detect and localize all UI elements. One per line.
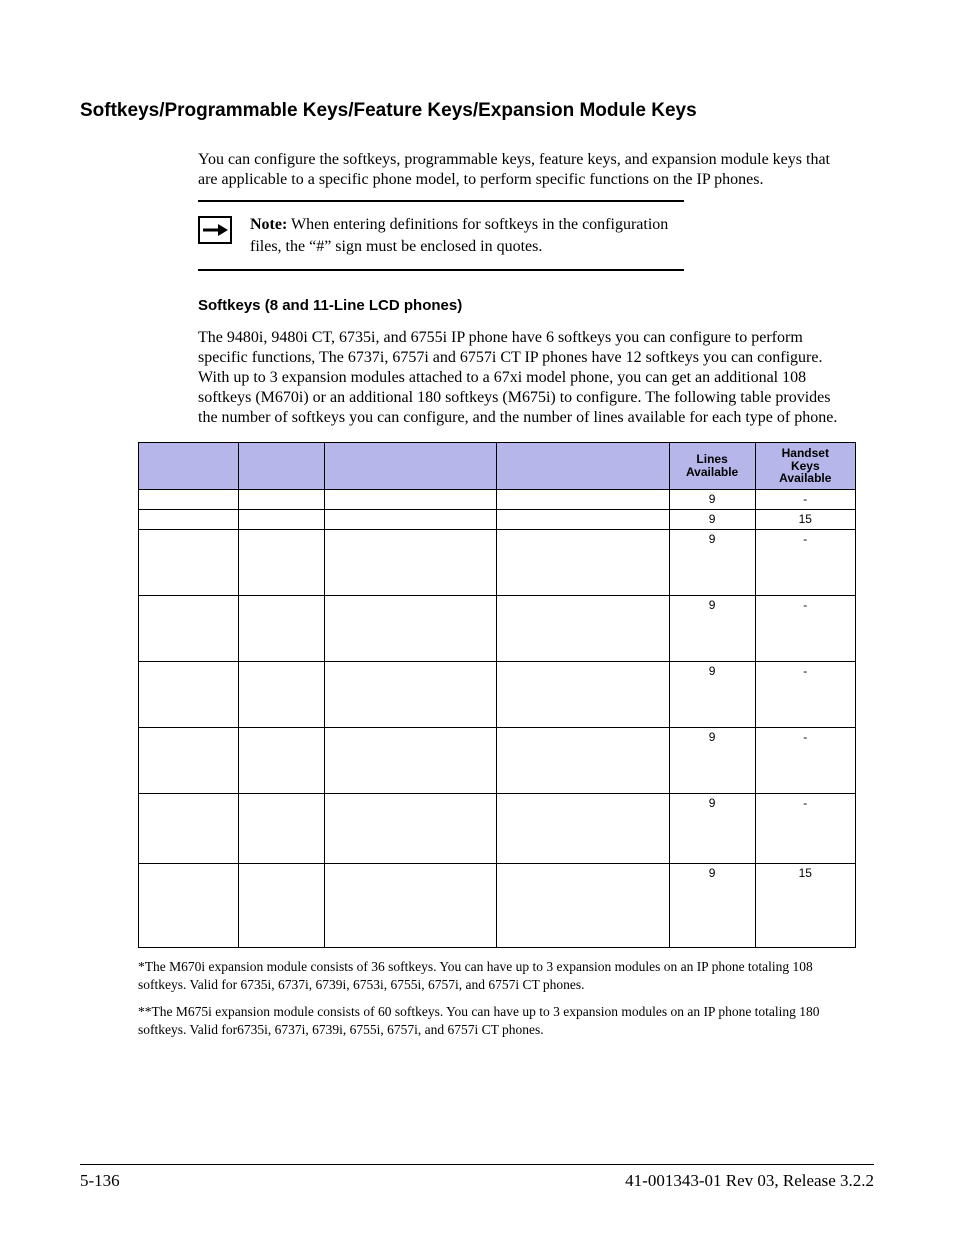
arrow-right-icon [198,216,232,244]
intro-paragraph: You can configure the softkeys, programm… [198,150,844,190]
table-cell [325,510,497,530]
note-text: Note: When entering definitions for soft… [250,214,684,257]
note-label: Note: [250,216,287,233]
table-cell: - [755,662,855,728]
footer-doc-info: 41-001343-01 Rev 03, Release 3.2.2 [625,1171,874,1191]
table-cell: 9 [669,662,755,728]
table-cell: 9 [669,596,755,662]
table-cell [325,864,497,948]
softkeys-paragraph: The 9480i, 9480i CT, 6735i, and 6755i IP… [198,328,844,428]
table-cell [239,530,325,596]
table-row: 9- [139,530,856,596]
note-rule-top [198,200,684,202]
table-cell [239,510,325,530]
table-cell [497,662,669,728]
table-cell [497,794,669,864]
table-cell: 9 [669,510,755,530]
table-cell [239,489,325,509]
table-cell [139,728,239,794]
table-row: 9- [139,489,856,509]
table-cell: - [755,489,855,509]
table-cell [239,864,325,948]
softkeys-table: LinesAvailableHandsetKeysAvailable 9-915… [138,442,856,948]
table-cell [139,530,239,596]
table-cell: 9 [669,728,755,794]
footer-page-number: 5-136 [80,1171,120,1191]
subsection-heading: Softkeys (8 and 11-Line LCD phones) [198,297,874,314]
table-cell: 9 [669,864,755,948]
table-cell [325,596,497,662]
footer-rule [80,1164,874,1165]
table-cell [139,794,239,864]
table-cell [325,728,497,794]
table-cell [497,530,669,596]
table-row: 9- [139,728,856,794]
table-cell [325,489,497,509]
table-cell: 15 [755,510,855,530]
table-cell [239,794,325,864]
table-header-cell [497,443,669,490]
table-cell: 9 [669,530,755,596]
table-cell: - [755,596,855,662]
table-cell [139,596,239,662]
table-header-row: LinesAvailableHandsetKeysAvailable [139,443,856,490]
table-cell [139,489,239,509]
footnote-1: *The M670i expansion module consists of … [138,958,856,993]
table-row: 9- [139,794,856,864]
note-rule-bottom [198,269,684,271]
table-cell [325,662,497,728]
table-row: 915 [139,864,856,948]
table-cell [497,864,669,948]
table-body: 9-9159-9-9-9-9-915 [139,489,856,947]
table-cell: 15 [755,864,855,948]
page-footer: 5-136 41-001343-01 Rev 03, Release 3.2.2 [80,1164,874,1191]
table-cell [497,510,669,530]
note-body: When entering definitions for softkeys i… [250,216,668,255]
table-row: 915 [139,510,856,530]
table-row: 9- [139,596,856,662]
note-block: Note: When entering definitions for soft… [198,200,684,271]
table-cell [497,596,669,662]
table-cell [139,510,239,530]
table-cell [497,728,669,794]
table-header-cell [239,443,325,490]
table-cell: 9 [669,489,755,509]
table-cell: - [755,794,855,864]
table-row: 9- [139,662,856,728]
table-cell [325,530,497,596]
table-cell [325,794,497,864]
table-cell [239,596,325,662]
table-header-cell [139,443,239,490]
table-cell [239,662,325,728]
table-cell: - [755,530,855,596]
table-cell [139,662,239,728]
table-cell: 9 [669,794,755,864]
table-header-cell: LinesAvailable [669,443,755,490]
footnote-2: **The M675i expansion module consists of… [138,1003,856,1038]
table-cell [139,864,239,948]
table-cell [497,489,669,509]
table-header-cell [325,443,497,490]
table-cell [239,728,325,794]
section-heading: Softkeys/Programmable Keys/Feature Keys/… [80,100,874,122]
table-cell: - [755,728,855,794]
table-header-cell: HandsetKeysAvailable [755,443,855,490]
